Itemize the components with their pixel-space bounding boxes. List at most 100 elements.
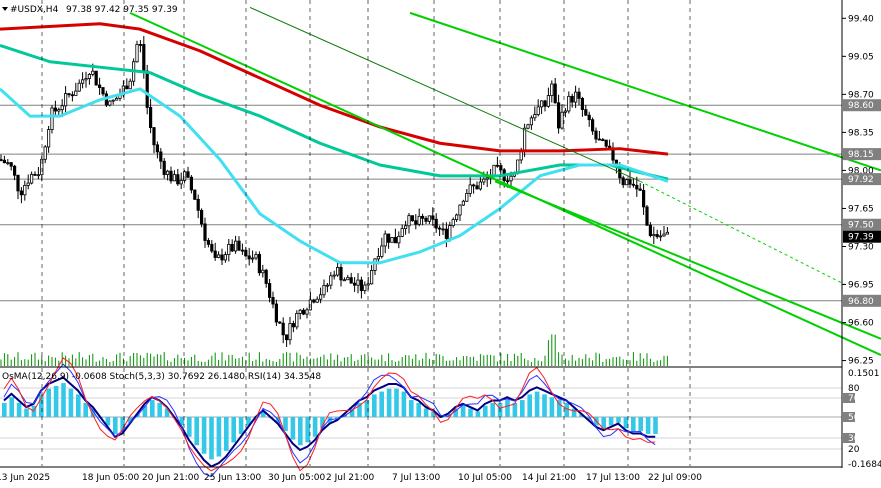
candle-body bbox=[628, 179, 632, 185]
price-level-tag bbox=[843, 148, 881, 161]
osma-bar bbox=[90, 408, 96, 417]
candle-body bbox=[335, 266, 340, 276]
candle-body bbox=[625, 179, 629, 186]
osma-bar bbox=[261, 411, 266, 417]
candle-body bbox=[536, 106, 540, 115]
y-tick-label: 98.70 bbox=[848, 90, 874, 100]
candle-body bbox=[159, 151, 163, 162]
candle-body bbox=[281, 322, 285, 336]
candle-body bbox=[298, 309, 302, 314]
candle-body bbox=[199, 209, 204, 225]
candle-body bbox=[499, 165, 503, 171]
osma-bar bbox=[534, 391, 540, 417]
candle-body bbox=[142, 44, 146, 72]
current-price-tag bbox=[843, 230, 881, 243]
candle-body bbox=[417, 215, 421, 225]
candle-body bbox=[84, 78, 88, 81]
osma-bar bbox=[209, 417, 214, 460]
chevron-down-icon[interactable] bbox=[2, 7, 8, 11]
candle-body bbox=[145, 70, 149, 108]
candle-body bbox=[138, 44, 142, 46]
y-tick-label: 97.65 bbox=[848, 204, 874, 214]
candle-body bbox=[478, 181, 483, 190]
osc-level-label: 20 bbox=[848, 445, 860, 455]
candle-body bbox=[597, 138, 602, 141]
osc-level-tag bbox=[843, 444, 855, 454]
osma-bar bbox=[216, 417, 222, 457]
osma-bar bbox=[386, 388, 392, 417]
candle-body bbox=[257, 254, 262, 274]
candle-body bbox=[57, 109, 61, 112]
candle-body bbox=[271, 297, 275, 305]
osma-bar bbox=[616, 417, 621, 423]
main-plot-area[interactable] bbox=[0, 6, 881, 366]
candle-body bbox=[172, 174, 176, 182]
osma-bar bbox=[349, 408, 355, 417]
trend-line[interactable] bbox=[409, 11, 881, 172]
y-tick-label: 96.25 bbox=[848, 357, 874, 367]
candle-body bbox=[393, 237, 398, 244]
osc-level-label: 0.1501 bbox=[848, 369, 880, 379]
candle-body bbox=[349, 277, 353, 284]
candle-body bbox=[288, 323, 292, 341]
osma-bar bbox=[298, 417, 303, 446]
candle-body bbox=[631, 183, 636, 186]
candle-body bbox=[261, 269, 265, 274]
candle-body bbox=[9, 162, 13, 167]
candle-body bbox=[505, 180, 510, 183]
candle-body bbox=[318, 294, 323, 300]
osma-bar bbox=[39, 394, 44, 417]
trend-line[interactable] bbox=[639, 180, 846, 285]
price-level-label: 97.92 bbox=[848, 175, 874, 185]
osma-bar bbox=[68, 388, 74, 417]
osma-bar bbox=[557, 400, 562, 417]
trend-line[interactable] bbox=[129, 11, 881, 357]
osma-bar bbox=[238, 417, 244, 434]
osma-bar bbox=[246, 417, 251, 426]
osma-bar bbox=[571, 408, 577, 417]
candle-body bbox=[67, 93, 71, 96]
candle-body bbox=[424, 217, 428, 222]
candle-body bbox=[363, 284, 367, 291]
osma-bar bbox=[505, 400, 510, 417]
osma-bar bbox=[394, 388, 399, 417]
osma-bar bbox=[409, 400, 414, 417]
candle-body bbox=[448, 225, 452, 239]
x-tick-label: 17 Jul 13:00 bbox=[586, 473, 640, 483]
osma-bar bbox=[120, 417, 125, 432]
trend-line[interactable] bbox=[494, 180, 881, 340]
trend-line[interactable] bbox=[249, 6, 641, 182]
candle-body bbox=[98, 84, 102, 88]
candle-body bbox=[563, 110, 568, 113]
candle-body bbox=[458, 204, 462, 216]
osc-level-tag bbox=[843, 433, 855, 443]
osma-bar bbox=[16, 402, 22, 417]
x-tick-label: 2 Jul 21:00 bbox=[326, 473, 375, 483]
y-tick-label: 96.60 bbox=[848, 319, 874, 329]
candle-body bbox=[291, 323, 296, 328]
y-tick-label: 96.95 bbox=[848, 281, 874, 291]
candle-body bbox=[482, 178, 486, 183]
osma-bar bbox=[364, 400, 370, 417]
candle-body bbox=[162, 160, 166, 175]
candle-body bbox=[461, 200, 466, 206]
osma-bar bbox=[312, 417, 318, 437]
candle-body bbox=[227, 243, 231, 256]
candle-body bbox=[580, 98, 585, 110]
candle-body bbox=[223, 254, 227, 261]
candle-body bbox=[101, 87, 105, 95]
oscillator-panel[interactable] bbox=[0, 357, 842, 478]
candle-body bbox=[176, 174, 180, 185]
osc-level-label: 80 bbox=[848, 384, 860, 394]
osc-level-label: 50 bbox=[848, 413, 860, 423]
candle-body bbox=[468, 184, 472, 194]
oscillator-label: OsMA(12,26,9) -0.0608 Stoch(5,3,3) 30.76… bbox=[2, 372, 321, 382]
candle-body bbox=[115, 97, 119, 101]
candle-body bbox=[50, 107, 54, 130]
osc-level-tag bbox=[843, 383, 855, 393]
osma-bar bbox=[512, 402, 518, 417]
candle-body bbox=[274, 303, 279, 323]
candle-body bbox=[400, 228, 404, 237]
osma-bar bbox=[157, 402, 162, 417]
